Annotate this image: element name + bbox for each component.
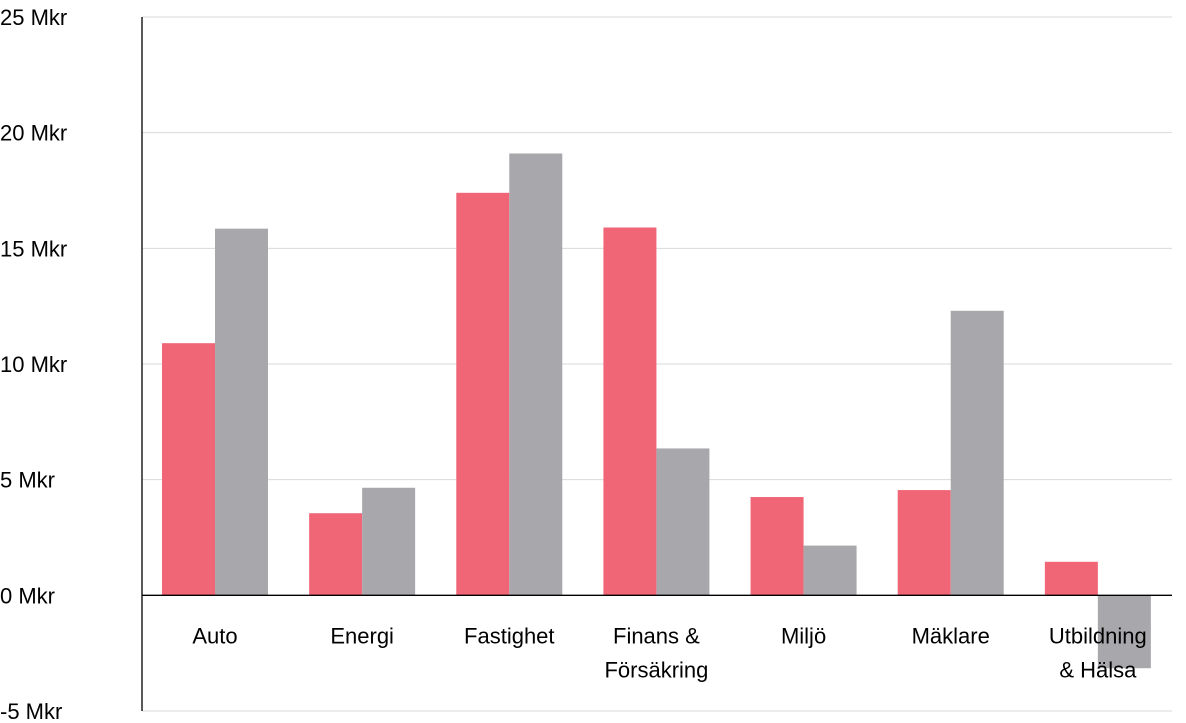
bar-series-1 bbox=[603, 227, 657, 596]
bar-series-1 bbox=[456, 192, 510, 596]
bar-series-2 bbox=[215, 228, 268, 596]
bar-series-1 bbox=[897, 490, 951, 596]
bar-series-1 bbox=[162, 343, 215, 596]
bar-series-2 bbox=[509, 153, 563, 596]
y-tick-label: 15 Mkr bbox=[0, 236, 67, 261]
x-tick-label: Auto bbox=[192, 623, 237, 648]
x-tick-label: Finans & Försäkring bbox=[604, 623, 708, 682]
x-tick-label: Energi bbox=[330, 623, 394, 648]
y-tick-label: 20 Mkr bbox=[0, 121, 67, 146]
x-tick-label: Fastighet bbox=[464, 623, 555, 648]
y-tick-label: 0 Mkr bbox=[0, 583, 55, 608]
bar-series-2 bbox=[362, 487, 416, 596]
grid-layer bbox=[142, 16, 1172, 712]
bar-layer bbox=[162, 153, 1151, 669]
bar-series-1 bbox=[1044, 561, 1098, 596]
y-tick-label: -5 Mkr bbox=[0, 699, 62, 723]
bar-series-2 bbox=[656, 448, 710, 596]
axis-layer bbox=[141, 17, 1172, 711]
bar-series-2 bbox=[1097, 595, 1151, 669]
x-tick-label: Utbildning & Hälsa bbox=[1049, 623, 1147, 682]
bar-series-2 bbox=[950, 310, 1004, 596]
y-tick-label: 10 Mkr bbox=[0, 352, 67, 377]
bar-series-1 bbox=[309, 513, 363, 596]
y-tick-label: 5 Mkr bbox=[0, 468, 55, 493]
bar-series-1 bbox=[750, 497, 804, 596]
x-tick-labels: Auto Energi Fastighet Finans & Försäkring Mil… bbox=[192, 623, 1146, 682]
y-tick-label: 25 Mkr bbox=[0, 5, 67, 30]
y-tick-labels: -5 Mkr 0 Mkr 5 Mkr 10 Mkr 15 Mkr 20 Mkr 25 Mkr bbox=[0, 5, 67, 723]
x-tick-label: Mäklare bbox=[912, 623, 990, 648]
bar-series-2 bbox=[803, 545, 857, 596]
x-tick-label: Miljö bbox=[781, 623, 826, 648]
